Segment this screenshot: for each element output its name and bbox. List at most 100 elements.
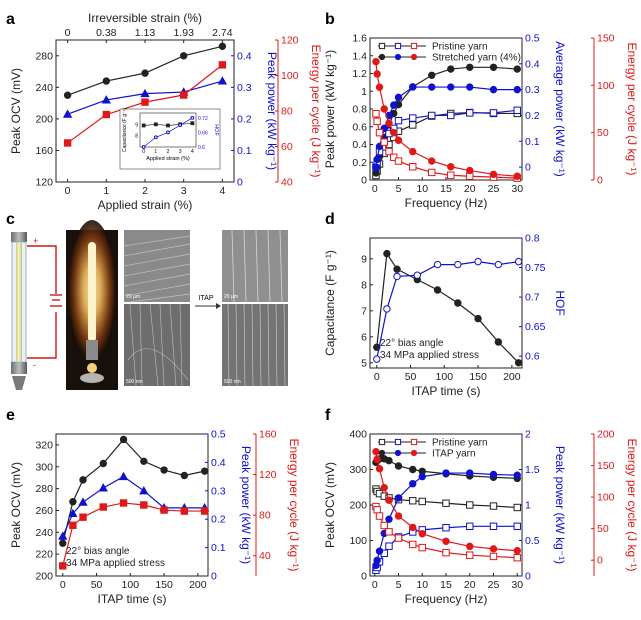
data-point [474, 314, 482, 323]
top-tick-label: 2.74 [212, 27, 233, 39]
y-tick-label: 400 [349, 429, 367, 441]
x-tick-label: 2 [142, 185, 148, 197]
data-point [218, 61, 227, 69]
y-tick-label: 0.65 [525, 321, 546, 333]
data-point [380, 521, 388, 530]
legend-marker [378, 438, 386, 446]
inset-right-tick: 0.6 [198, 145, 205, 151]
y-tick-label: 120 [35, 177, 53, 189]
x-tick-label: 10 [416, 579, 428, 591]
scale-label-top-left: 20 µm [126, 294, 140, 300]
x-axis-label: ITAP time (s) [98, 592, 167, 606]
legend-marker [410, 53, 418, 61]
data-point [454, 260, 462, 269]
data-point [409, 114, 417, 122]
data-point [372, 57, 380, 66]
data-point [373, 70, 381, 78]
data-point [180, 471, 189, 480]
y-tick-label: 0.5 [525, 33, 540, 45]
legend-marker [410, 42, 418, 50]
data-point [63, 91, 72, 99]
y-tick-label: 0 [361, 175, 367, 187]
itap-arrow-head [216, 303, 221, 309]
sem-after [222, 229, 288, 387]
inset-data-point [178, 123, 183, 128]
y-tick-label: 0 [597, 175, 603, 187]
top-axis-label: Irreversible strain (%) [88, 11, 202, 25]
y-axis-label: Peak power (kW kg⁻¹) [265, 52, 279, 170]
x-tick-label: 50 [405, 371, 417, 383]
chart-e: 0 50 100 150 200 ITAP time (s) 200 220 240 260 280… [9, 429, 301, 607]
yarn-fiber [16, 243, 22, 361]
inset-frame [139, 112, 197, 148]
y-tick-label: 0.1 [237, 145, 252, 157]
data-point [513, 172, 521, 180]
y-tick-label: 100 [281, 70, 299, 82]
y-axis-label: Peak power (kW kg⁻¹) [553, 446, 567, 564]
data-point [373, 155, 381, 164]
y-tick-label: 0.4 [211, 457, 226, 469]
x-tick-label: 5 [396, 579, 402, 591]
legend-item: Pristine yarn [378, 42, 488, 53]
x-tick-label: 25 [488, 183, 500, 195]
y-tick-label: 1 [525, 500, 531, 512]
data-point [442, 548, 450, 557]
data-point [409, 497, 417, 505]
scale-label-bottom-right: 500 nm [224, 379, 241, 385]
data-point [119, 499, 128, 507]
x-axis-label: Frequency (Hz) [405, 196, 488, 210]
legend-marker [394, 42, 402, 50]
plot-frame [55, 433, 209, 577]
y-tick-label: 7 [361, 305, 367, 317]
y-tick-label: 1.5 [525, 464, 540, 476]
y-tick-label: 150 [597, 460, 615, 472]
inset-x-tick: 3 [179, 149, 182, 155]
data-point [372, 163, 380, 171]
series [63, 42, 227, 99]
y-tick-label: 0.8 [525, 233, 540, 245]
data-point [409, 523, 417, 532]
legend-item: Stretched yarn (4%) [378, 53, 521, 64]
data-point [375, 83, 384, 91]
y-tick-label: 6 [361, 331, 367, 343]
y-tick-label: 100 [349, 535, 367, 547]
data-point [489, 545, 498, 553]
panel-label-d: d [325, 211, 335, 228]
inset-data-point [190, 121, 195, 126]
y-axis-label: Peak power (kW kg⁻¹) [239, 446, 253, 564]
minus-sign: - [33, 360, 36, 370]
data-point [494, 260, 503, 269]
chart-d: 0 50 100 150 200 ITAP time (s) 5 6 7 8 9 Capacitanc… [323, 233, 567, 399]
data-point [418, 543, 426, 552]
inset-left-tick: 8 [135, 134, 138, 140]
data-point [394, 116, 403, 125]
data-point [513, 85, 521, 94]
legend-label: Stretched yarn (4%) [432, 53, 521, 64]
y-axis-label: Peak power (kW kg⁻¹) [323, 50, 337, 168]
data-point [447, 83, 455, 91]
x-tick-label: 15 [440, 183, 452, 195]
x-tick-label: 4 [219, 185, 225, 197]
y-tick-label: 50 [597, 523, 609, 535]
data-point [140, 88, 150, 98]
x-tick-label: 3 [181, 185, 187, 197]
data-point [375, 512, 384, 520]
data-point [418, 530, 426, 538]
y-tick-label: 80 [281, 106, 293, 118]
y-axis-label: Energy per cycle (J kg⁻¹) [287, 438, 301, 571]
data-point [489, 502, 498, 510]
x-tick-label: 0 [65, 185, 71, 197]
y-tick-label: 0.4 [525, 58, 540, 70]
data-point [418, 472, 426, 481]
top-tick-label: 1.93 [173, 27, 194, 39]
y-tick-label: 220 [35, 549, 53, 561]
data-point [513, 547, 521, 555]
data-point [394, 157, 403, 165]
data-point [179, 52, 188, 60]
sem-images: 20 µm 500 nm 20 µm 500 nm ITAP [123, 229, 288, 387]
y-axis-label: Capacitance (F g⁻¹) [323, 250, 337, 356]
y-axis-label: Peak OCV (mV) [323, 462, 337, 548]
x-tick-label: 0 [374, 371, 380, 383]
